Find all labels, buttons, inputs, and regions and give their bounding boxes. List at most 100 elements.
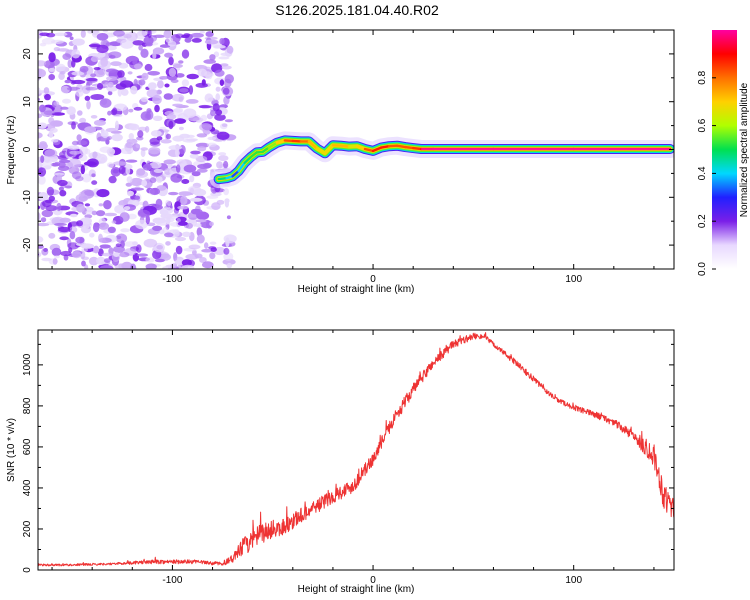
spectrogram-noise-cell [38,97,41,102]
spectrogram-noise-cell [69,36,74,41]
colorbar-tick-label: 0.8 [697,70,708,84]
ridge-segment [275,139,286,145]
spectrogram-noise-cell [186,73,199,80]
spectrogram-noise-cell [127,151,132,155]
spectrogram-noise-cell [67,145,80,150]
spectrogram-noise-cell [215,93,220,101]
spectrogram-noise-cell [71,60,76,68]
spectrogram-noise-cell [38,175,46,185]
spectrogram-noise-cell [180,195,188,206]
spectrogram-noise-cell [204,242,209,249]
spectrogram-noise-cell [53,101,60,106]
spectrogram-noise-cell [113,30,125,37]
spectrogram-noise-cell [199,257,207,263]
spectrogram-noise-cell [102,30,109,33]
spectrogram-noise-cell [98,51,106,58]
spectrogram-noise-cell [96,210,106,217]
spectrogram-noise-cell [181,259,192,267]
spectrogram-noise-cell [93,67,101,71]
spectrogram-noise-cell [144,63,153,72]
spectrogram-noise-cell [200,114,207,122]
spectrogram-noise-cell [85,210,93,215]
spectrogram-noise-cell [226,45,234,55]
spectrogram-noise-cell [190,32,204,38]
spectrogram-noise-cell [98,233,103,243]
spectrogram-noise-cell [145,263,157,269]
spectrogram-noise-cell [163,93,173,100]
spectrogram-noise-cell [197,68,208,77]
spectrogram-noise-cell [59,236,69,241]
spectrogram-noise-cell [121,261,133,269]
spectrogram-noise-cell [135,144,141,148]
spectrogram-noise-cell [108,51,122,59]
spectrogram-noise-cell [104,212,117,217]
spectrogram-noise-cell [53,255,60,259]
y-tick-label: 0 [22,146,33,152]
spectrogram-noise-cell [214,69,225,77]
y-tick-label: -20 [22,237,33,252]
spectrogram-noise-cell [221,123,228,127]
spectrogram-noise-cell [118,251,130,258]
y-tick-label: 800 [22,397,33,414]
spectrogram-noise-cell [222,258,236,265]
x-tick-label: 100 [565,274,582,285]
spectrogram-noise-cell [167,164,173,168]
spectrogram-noise-cell [48,232,56,239]
spectrogram-noise-cell [91,210,98,216]
spectrogram-noise-cell [40,155,45,164]
chart-title: S126.2025.181.04.40.R02 [275,2,439,18]
spectrogram-noise-cell [38,104,46,113]
spectrogram-noise-cell [145,257,155,263]
spectrogram-noise-cell [110,167,121,177]
spectrogram-noise-cell [43,87,50,94]
spectrogram-noise-cell [196,227,203,237]
spectrogram-noise-cell [168,120,174,130]
ridge-segment [237,161,246,173]
spectrogram-noise-cell [99,244,111,249]
spectrogram-noise-cell [205,31,214,38]
colorbar: 0.0 0.2 0.4 0.6 0.8 Normalized spectral ampl… [697,30,750,276]
spectrogram-noise-cell [136,168,146,176]
colorbar-gradient [712,30,737,269]
spectrogram-noise-cell [53,32,68,37]
spectrogram-noise-cell [96,153,108,164]
spectrogram-noise-cell [56,202,62,212]
spectrogram-noise-cell [168,191,179,196]
spectrogram-noise-cell [141,72,149,81]
spectrogram-noise-cell [170,79,179,83]
spectrogram-noise-cell [152,94,162,105]
spectrogram-noise-cell [72,38,85,46]
spectrogram-noise-cell [152,115,163,122]
spectrogram-noise-cell [51,138,59,143]
spectrogram-noise-cell [111,133,123,142]
spectrogram-noise-cell [190,150,201,155]
spectrogram-noise-cell [64,185,73,189]
spectrogram-noise-cell [38,60,47,67]
spectrogram-noise-cell [44,93,51,101]
spectrogram-noise-cell [110,61,122,67]
spectrogram-noise-cell [59,190,67,197]
spectrogram-noise-cell [92,151,98,159]
spectrogram-noise-cell [174,236,187,242]
spectrogram-noise-cell [108,175,117,184]
spectrogram-noise-cell [51,247,62,257]
spectrogram-noise-cell [38,244,44,249]
x-tick-label: -100 [162,274,182,285]
snr-y-axis-label: SNR (10 * v/v) [6,418,17,482]
spectrogram-noise-cell [223,247,230,255]
spectrogram-noise-cell [98,203,104,207]
spectrogram-noise-cell [219,79,225,86]
spectrogram-noise-cell [177,205,189,210]
spectrogram-noise-cell [209,221,214,227]
spectrogram-noise-cell [189,175,195,183]
spectrogram-noise-cell [175,73,185,78]
spectrogram-noise-cell [186,138,198,142]
spectrogram-noise-cell [118,263,124,269]
spectrogram-noise-cell [39,141,47,147]
ridge-segment [355,144,367,151]
spectrogram-noise-cell [113,252,120,257]
spectrogram-noise-cell [38,211,41,222]
ridge-segment [249,151,258,159]
spectrogram-noise-cell [88,256,99,266]
